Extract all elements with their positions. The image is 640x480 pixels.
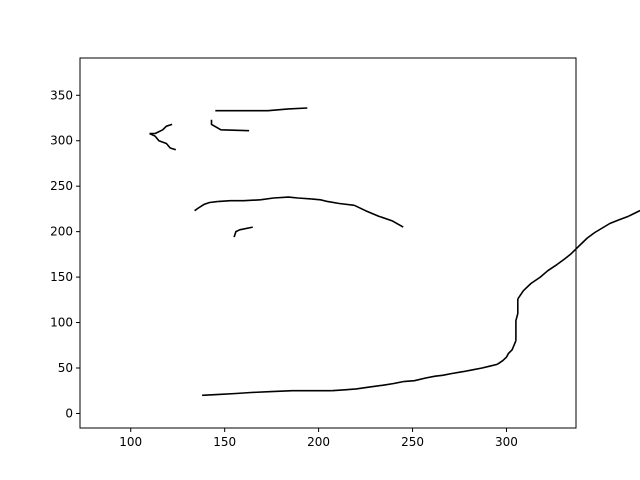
series-line [515,298,519,341]
y-axis: 0 50 100 150 200 250 300 350 [50,88,80,420]
y-tick-label: 150 [50,270,73,284]
series-line [353,204,404,228]
series-line [194,200,218,212]
y-tick-label: 100 [50,316,73,330]
series-line [628,209,640,217]
y-tick-label: 0 [65,406,73,420]
series-line [311,198,355,207]
series-line [451,363,498,375]
y-tick-label: 350 [50,88,73,102]
series-line [250,389,332,394]
series-line [260,196,312,201]
series-line [217,199,261,203]
series-line [331,380,404,392]
x-tick-label: 300 [495,435,518,449]
plot-area [149,107,640,397]
series-line [149,123,173,135]
series-line [210,119,250,132]
series-line [233,226,253,238]
x-axis: 100 150 200 250 300 [119,428,518,449]
series-line [496,340,517,366]
series-line [517,263,558,300]
series-line [556,237,588,266]
y-tick-label: 250 [50,179,73,193]
plot-frame [79,57,577,429]
y-tick-label: 50 [58,361,73,375]
x-tick-label: 250 [401,435,424,449]
series-line [403,372,453,383]
y-tick-label: 300 [50,134,73,148]
series-line [202,391,252,397]
x-tick-label: 150 [213,435,236,449]
series-line [215,107,308,112]
x-tick-label: 100 [119,435,142,449]
x-tick-label: 200 [307,435,330,449]
series-line [149,132,177,151]
series-line [586,215,629,239]
y-tick-label: 200 [50,225,73,239]
